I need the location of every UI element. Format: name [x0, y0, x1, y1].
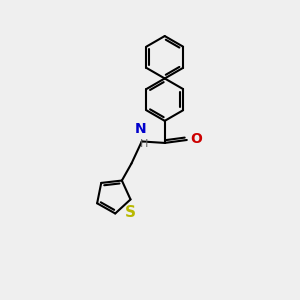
Text: S: S — [125, 205, 136, 220]
Text: O: O — [190, 131, 202, 146]
Text: H: H — [140, 140, 149, 149]
Text: N: N — [134, 122, 146, 136]
